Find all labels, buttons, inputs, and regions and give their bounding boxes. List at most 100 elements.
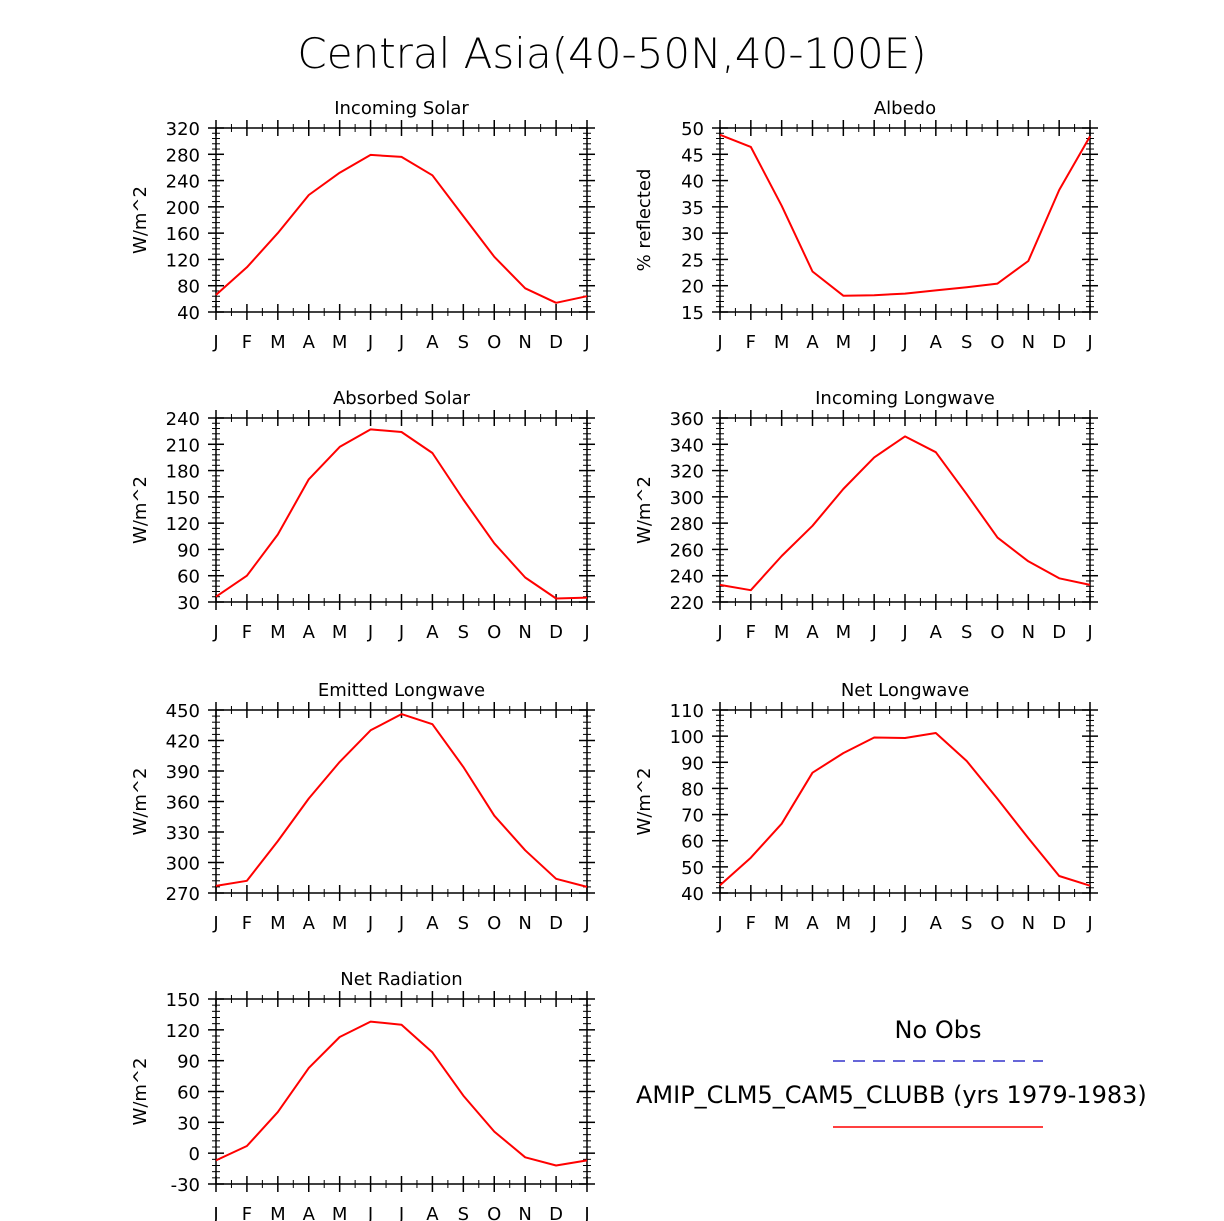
y-axis-label: W/m^2 <box>130 1058 151 1126</box>
y-tick-label: 270 <box>166 884 200 905</box>
y-tick-label: 180 <box>166 462 200 483</box>
y-tick-label: 360 <box>166 793 200 814</box>
y-tick-label: 60 <box>177 1083 200 1104</box>
series-line-AMIP_CLM5_CAM5_CLUBB <box>215 1020 588 1167</box>
x-tick-label: A <box>426 622 439 643</box>
x-tick-label: N <box>1022 622 1035 643</box>
x-tick-label: F <box>242 622 252 643</box>
y-axis-label: W/m^2 <box>130 768 151 836</box>
x-tick-label: M <box>836 622 852 643</box>
y-tick-label: 260 <box>670 540 704 561</box>
y-axis-ticks: 270 300 330 360 390 420 450 <box>166 701 595 905</box>
plot-frame <box>719 417 1091 603</box>
y-tick-label: 120 <box>166 514 200 535</box>
x-tick-label: A <box>303 332 316 353</box>
x-tick-label: D <box>549 913 563 934</box>
x-tick-label: S <box>961 332 972 353</box>
x-tick-label: J <box>367 332 373 353</box>
x-tick-label: N <box>1022 913 1035 934</box>
series-line-AMIP_CLM5_CAM5_CLUBB <box>215 713 588 888</box>
x-tick-label: M <box>332 913 348 934</box>
x-tick-label: J <box>1086 332 1092 353</box>
x-tick-label: F <box>746 332 756 353</box>
y-axis-ticks: 15 20 25 30 35 40 45 50 <box>681 119 1098 324</box>
y-tick-label: 240 <box>166 409 200 430</box>
y-axis-label: W/m^2 <box>130 186 151 254</box>
x-tick-label: O <box>990 622 1004 643</box>
x-tick-label: D <box>549 332 563 353</box>
x-tick-label: D <box>1052 913 1066 934</box>
y-tick-label: 20 <box>681 277 704 298</box>
y-tick-label: 120 <box>166 250 200 271</box>
x-tick-label: M <box>270 913 286 934</box>
y-tick-label: 240 <box>670 567 704 588</box>
x-tick-label: F <box>746 913 756 934</box>
legend-obs-label: No Obs <box>895 1016 982 1044</box>
y-tick-label: 70 <box>681 806 704 827</box>
y-tick-label: 220 <box>670 593 704 614</box>
series-line-AMIP_CLM5_CAM5_CLUBB <box>719 435 1091 592</box>
x-tick-label: D <box>549 622 563 643</box>
y-tick-label: 330 <box>166 823 200 844</box>
y-tick-label: 300 <box>166 854 200 875</box>
x-tick-label: J <box>716 913 722 934</box>
x-tick-label: A <box>303 913 316 934</box>
x-tick-label: N <box>518 913 531 934</box>
x-tick-label: J <box>212 622 218 643</box>
x-tick-label: M <box>836 913 852 934</box>
plot-frame <box>215 709 588 894</box>
y-axis-ticks: 40 50 60 70 80 90 100 110 <box>670 701 1098 905</box>
y-tick-label: 35 <box>681 198 704 219</box>
x-tick-label: A <box>303 622 316 643</box>
y-tick-label: 150 <box>166 488 200 509</box>
y-tick-label: 90 <box>177 540 200 561</box>
y-tick-label: 340 <box>670 435 704 456</box>
x-tick-label: M <box>774 332 790 353</box>
y-tick-label: 15 <box>681 303 704 324</box>
x-tick-label: A <box>426 1204 439 1221</box>
panel-title: Emitted Longwave <box>318 680 485 701</box>
x-tick-label: J <box>398 332 404 353</box>
x-tick-label: A <box>806 622 819 643</box>
x-tick-label: J <box>871 622 877 643</box>
x-tick-label: S <box>458 913 469 934</box>
x-tick-label: O <box>990 332 1004 353</box>
y-tick-label: 240 <box>166 172 200 193</box>
y-tick-label: 120 <box>166 1021 200 1042</box>
panel-title: Absorbed Solar <box>333 388 471 409</box>
y-axis-label: W/m^2 <box>634 476 655 544</box>
x-tick-label: J <box>583 332 589 353</box>
y-tick-label: 150 <box>166 990 200 1011</box>
x-tick-label: F <box>242 332 252 353</box>
x-tick-label: J <box>212 913 218 934</box>
x-tick-label: J <box>398 622 404 643</box>
x-tick-label: D <box>1052 622 1066 643</box>
x-tick-label: N <box>518 622 531 643</box>
x-tick-label: J <box>367 622 373 643</box>
y-tick-label: 40 <box>681 172 704 193</box>
series-line-AMIP_CLM5_CAM5_CLUBB <box>215 428 588 600</box>
y-tick-label: 90 <box>681 753 704 774</box>
x-tick-label: M <box>774 622 790 643</box>
x-tick-label: A <box>806 913 819 934</box>
y-tick-label: 110 <box>670 701 704 722</box>
y-tick-label: 300 <box>670 488 704 509</box>
y-tick-label: 40 <box>681 884 704 905</box>
legend-model-label: AMIP_CLM5_CAM5_CLUBB (yrs 1979-1983) <box>636 1081 1147 1109</box>
x-tick-label: N <box>1022 332 1035 353</box>
y-tick-label: 100 <box>670 727 704 748</box>
figure-title: Central Asia(40-50N,40-100E) <box>297 29 926 78</box>
y-axis-label: % reflected <box>634 169 655 272</box>
x-tick-label: O <box>487 1204 501 1221</box>
y-axis-label: W/m^2 <box>634 768 655 836</box>
y-tick-label: 0 <box>189 1144 200 1165</box>
x-tick-label: M <box>332 1204 348 1221</box>
